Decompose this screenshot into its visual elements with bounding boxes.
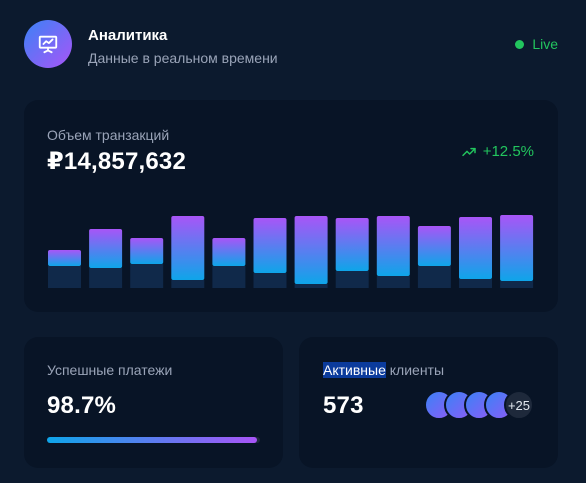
chart-bar-base [376,276,410,288]
chart-bar[interactable] [294,216,328,284]
clients-value: 573 [323,392,364,419]
chart-bar-base [500,281,534,288]
chart-bar-base [417,266,451,288]
clients-label-highlight: Активные [323,362,386,378]
payments-progress-fill [47,437,258,443]
more-avatars-badge: +25 [504,390,534,420]
trend-badge: +12.5% [461,143,534,160]
payments-value: 98.7% [47,392,117,419]
chart-bar-base [48,266,81,288]
chart-bar[interactable] [253,218,287,273]
trend-value: +12.5% [482,143,534,160]
payments-card[interactable]: Успешные платежи 98.7% [24,337,283,468]
presentation-chart-icon [24,20,72,68]
clients-card[interactable]: Активные клиенты 573 +25 [299,337,558,468]
chart-bar-base [253,273,287,288]
chart-bar[interactable] [459,217,492,279]
chart-bar[interactable] [171,216,205,280]
chart-bar-base [335,271,369,288]
chart-bar[interactable] [89,229,123,268]
app-subtitle: Данные в реальном времени [88,50,278,66]
clients-label-rest: клиенты [385,362,445,378]
live-dot-icon [515,39,525,49]
app-title: Аналитика [88,27,168,44]
payments-label: Успешные платежи [47,362,173,378]
chart-bar-base [130,264,164,288]
chart-bar[interactable] [376,216,410,276]
chart-bar[interactable] [500,215,534,281]
transactions-bar-chart [48,215,534,288]
clients-label: Активные клиенты [323,362,444,378]
live-label: Live [532,36,558,52]
chart-bar[interactable] [130,238,164,264]
transactions-label: Объем транзакций [47,127,170,143]
chart-bar-base [212,266,246,288]
live-status: Live [515,36,558,52]
transactions-card[interactable]: Объем транзакций ₽14,857,632 +12.5% [24,100,558,312]
chart-bar-base [294,284,328,288]
payments-progress-bar [47,437,260,443]
chart-bar[interactable] [48,250,81,266]
transactions-value: ₽14,857,632 [47,148,187,175]
chart-bar[interactable] [335,218,369,271]
chart-bar-base [171,280,205,288]
chart-bar-base [459,279,492,288]
chart-bar[interactable] [417,226,451,266]
trending-up-icon [461,147,476,156]
chart-bar-base [89,268,123,288]
header: Аналитика Данные в реальном времени Live [24,20,562,72]
chart-bar[interactable] [212,238,246,266]
